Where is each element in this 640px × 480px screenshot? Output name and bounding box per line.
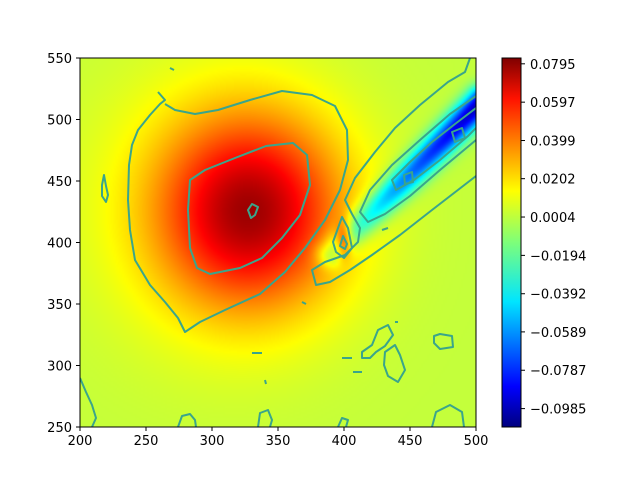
contour-bump-inner	[339, 235, 348, 250]
colorbar-tick-label: 0.0399	[530, 135, 576, 150]
contour-bottom-a	[177, 413, 197, 427]
contour-small-b	[264, 379, 267, 385]
colorbar-tick-label: 0.0004	[530, 211, 576, 226]
contour-bottom-c	[337, 417, 349, 427]
contour-left-blob	[101, 174, 109, 203]
x-axis: 200 250 300 350 400 450 500	[68, 427, 489, 449]
colorbar-ticks: 0.0795 0.0597 0.0399 0.0202 0.0004 −0.0194 −0.…	[521, 58, 586, 418]
colorbar-tick-label: 0.0795	[530, 58, 576, 73]
y-tick-label: 300	[47, 360, 72, 375]
y-tick-label: 350	[47, 298, 72, 313]
colorbar-frame	[501, 57, 522, 428]
contour-outer-peak	[127, 90, 349, 333]
contour-trough-outer	[311, 58, 476, 286]
colorbar-tick-label: 0.0597	[530, 96, 576, 111]
contour-right-a	[361, 324, 394, 359]
y-tick-label: 550	[47, 52, 72, 67]
x-tick-label: 200	[68, 434, 93, 449]
contour-inner-peak	[187, 142, 311, 275]
y-tick-label: 400	[47, 237, 72, 252]
contour-trough-mid	[359, 95, 476, 223]
contour-small-d	[381, 227, 389, 231]
x-tick-label: 500	[464, 434, 489, 449]
x-tick-label: 450	[398, 434, 423, 449]
contour-trough-core	[403, 127, 466, 185]
contour-lines	[80, 58, 476, 427]
x-tick-label: 400	[332, 434, 357, 449]
x-tick-label: 300	[200, 434, 225, 449]
x-tick-label: 250	[134, 434, 159, 449]
x-tick-label: 350	[266, 434, 291, 449]
colorbar-tick-label: −0.0985	[530, 403, 586, 418]
colorbar-tick-label: −0.0194	[530, 249, 586, 264]
colorbar: 0.0795 0.0597 0.0399 0.0202 0.0004 −0.0194 −0.…	[501, 57, 586, 428]
contour-trough-inner	[391, 107, 476, 191]
colorbar-tick-label: −0.0392	[530, 288, 586, 303]
y-tick-label: 500	[47, 114, 72, 129]
contour-bottom-b	[257, 409, 273, 427]
contour-small-f	[169, 67, 175, 71]
contour-right-b	[383, 344, 406, 383]
contour-right-c	[433, 333, 454, 350]
y-axis: 250 300 350 400 450 500 550	[47, 52, 80, 436]
contour-bottom-d	[431, 404, 465, 427]
colorbar-tick-label: 0.0202	[530, 173, 576, 188]
y-tick-label: 450	[47, 175, 72, 190]
colorbar-gradient	[502, 58, 521, 427]
colorbar-tick-label: −0.0589	[530, 326, 586, 341]
y-tick-label: 250	[47, 421, 72, 436]
plot-area	[79, 57, 477, 428]
contour-bottom-left	[80, 377, 97, 427]
contour-small-c	[301, 301, 307, 305]
colorbar-tick-label: −0.0787	[530, 364, 586, 379]
contour-peak-core	[247, 203, 259, 219]
